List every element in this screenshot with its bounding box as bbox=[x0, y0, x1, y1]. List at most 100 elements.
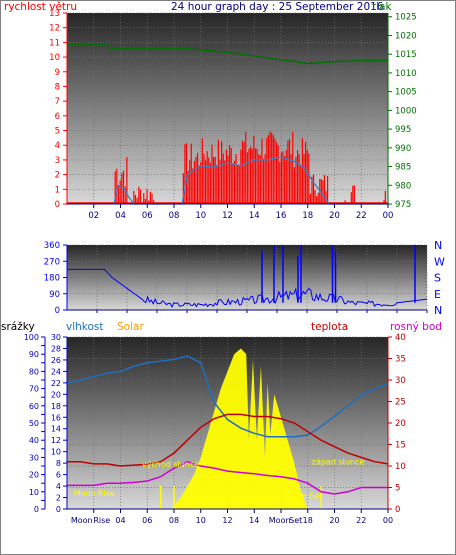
humidity-tick-label: 100 bbox=[24, 333, 39, 342]
temperature-tick-label: 35 bbox=[395, 355, 406, 365]
pressure-tick-label: 995 bbox=[395, 125, 411, 135]
pressure-tick-label: 975 bbox=[395, 200, 411, 210]
compass-label: N bbox=[434, 239, 442, 252]
solar-tick-label: 24 bbox=[51, 367, 61, 376]
direction-line bbox=[67, 268, 428, 309]
pressure-tick-label: 980 bbox=[395, 181, 411, 191]
humidity-tick-label: 70 bbox=[29, 385, 39, 394]
solar-tick-label: 22 bbox=[51, 379, 61, 388]
wind-tick-label: 5 bbox=[55, 127, 60, 137]
time-tick-label: 12 bbox=[222, 516, 232, 525]
wind-axis-title: rychlost větru bbox=[4, 1, 77, 13]
wind-tick-label: 8 bbox=[55, 82, 60, 92]
solar-tick-label: 6 bbox=[56, 471, 61, 480]
wind-tick-label: 11 bbox=[49, 38, 60, 48]
humidity-tick-label: 10 bbox=[29, 488, 39, 497]
time-tick-label: 22 bbox=[356, 516, 366, 525]
solar-tick-label: 10 bbox=[51, 448, 61, 457]
solar-axis-title: Solar bbox=[117, 321, 144, 333]
temperature-tick-label: 10 bbox=[395, 462, 406, 472]
time-tick-label: 20 bbox=[329, 211, 340, 221]
temperature-tick-label: 15 bbox=[395, 441, 406, 451]
event-annotation: Moon Set bbox=[285, 492, 322, 501]
dewpoint-line bbox=[67, 460, 388, 495]
wind-tick-label: 7 bbox=[55, 97, 60, 107]
time-tick-label: 18 bbox=[303, 516, 313, 525]
temperature-tick-label: 20 bbox=[395, 419, 406, 429]
time-tick-label: 22 bbox=[356, 211, 367, 221]
pressure-tick-label: 1025 bbox=[395, 13, 417, 23]
wind-tick-label: 0 bbox=[55, 200, 60, 210]
humidity-tick-label: 20 bbox=[29, 471, 39, 480]
wind-tick-label: 3 bbox=[55, 156, 60, 166]
temperature-tick-label: 30 bbox=[395, 376, 406, 386]
direction-tick-label: 90 bbox=[49, 290, 60, 300]
event-annotation: Moon Rise bbox=[74, 489, 115, 498]
time-tick-label: Set bbox=[289, 516, 302, 525]
solar-tick-label: 0 bbox=[56, 505, 61, 514]
direction-tick-label: 360 bbox=[44, 241, 60, 251]
solar-tick-label: 18 bbox=[51, 402, 61, 411]
pressure-tick-label: 1015 bbox=[395, 50, 417, 60]
time-tick-label: Rise bbox=[93, 516, 110, 525]
pressure-tick-label: 990 bbox=[395, 144, 411, 154]
time-tick-label: Moon bbox=[71, 516, 93, 525]
wind-tick-label: 10 bbox=[49, 53, 60, 63]
time-tick-label: 14 bbox=[249, 211, 260, 221]
time-tick-label: Moon bbox=[269, 516, 291, 525]
time-tick-label: 04 bbox=[115, 516, 125, 525]
temperature-line bbox=[67, 413, 389, 467]
humidity-tick-label: 80 bbox=[29, 367, 39, 376]
solar-tick-label: 16 bbox=[51, 413, 61, 422]
pressure-tick-label: 1020 bbox=[395, 31, 417, 41]
humidity-tick-label: 50 bbox=[29, 419, 39, 428]
pressure-tick-label: 985 bbox=[395, 163, 411, 173]
time-tick-label: 02 bbox=[88, 211, 99, 221]
wind-tick-label: 9 bbox=[55, 68, 60, 78]
pressure-tick-label: 1000 bbox=[395, 106, 417, 116]
time-tick-label: 16 bbox=[276, 211, 287, 221]
wind-pressure-panel: 0123456789101112139759809859909951000100… bbox=[49, 9, 416, 221]
wind-tick-label: 13 bbox=[49, 9, 60, 19]
chart-title: 24 hour graph day : 25 September 2016 bbox=[171, 1, 384, 13]
humidity-tick-label: 60 bbox=[29, 402, 39, 411]
wind-tick-label: 4 bbox=[55, 141, 60, 151]
time-tick-label: 06 bbox=[142, 516, 152, 525]
time-tick-label: 14 bbox=[249, 516, 259, 525]
solar-tick-label: 12 bbox=[51, 436, 61, 445]
pressure-axis-title: tlak bbox=[372, 1, 392, 13]
solar-tick-label: 2 bbox=[56, 494, 61, 503]
time-tick-label: 06 bbox=[142, 211, 153, 221]
temperature-tick-label: 0 bbox=[395, 505, 400, 515]
temperature-tick-label: 40 bbox=[395, 333, 406, 343]
humidity-tick-label: 30 bbox=[29, 453, 39, 462]
solar-area bbox=[171, 348, 308, 509]
event-annotation: východ slunce bbox=[142, 460, 199, 469]
rain-axis-title: srážky bbox=[1, 321, 35, 333]
time-tick-label: 04 bbox=[115, 211, 126, 221]
solar-tick-label: 30 bbox=[51, 333, 61, 342]
compass-label: W bbox=[434, 255, 445, 268]
compass-label: E bbox=[434, 288, 441, 301]
temperature-axis-title: teplota bbox=[311, 321, 348, 333]
direction-tick-label: 0 bbox=[55, 306, 60, 316]
pressure-line bbox=[67, 44, 388, 65]
solar-tick-label: 4 bbox=[56, 482, 61, 491]
time-tick-label: 20 bbox=[329, 516, 339, 525]
wind-tick-label: 12 bbox=[49, 24, 60, 34]
time-tick-label: 12 bbox=[222, 211, 233, 221]
humidity-tick-label: 90 bbox=[29, 350, 39, 359]
pressure-tick-label: 1005 bbox=[395, 88, 417, 98]
solar-tick-label: 28 bbox=[51, 344, 61, 353]
temperature-tick-label: 5 bbox=[395, 484, 400, 494]
temperature-tick-label: 25 bbox=[395, 398, 406, 408]
time-tick-label: 00 bbox=[383, 211, 394, 221]
time-tick-label: 00 bbox=[383, 516, 393, 525]
direction-tick-label: 180 bbox=[44, 274, 60, 284]
dewpoint-axis-title: rosný bod bbox=[390, 321, 442, 333]
time-tick-label: 10 bbox=[196, 516, 206, 525]
time-tick-label: 10 bbox=[195, 211, 206, 221]
humidity-axis-title: vlhkost bbox=[66, 321, 104, 333]
